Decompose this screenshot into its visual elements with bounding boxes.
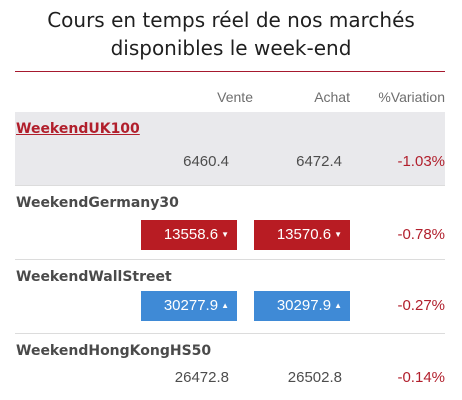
title-divider	[15, 71, 445, 72]
variation-value: -0.14%	[397, 369, 445, 386]
market-name: WeekendHongKongHS50	[16, 343, 212, 359]
sell-price[interactable]: 6460.4	[141, 147, 237, 177]
sell-price[interactable]: 26472.8	[141, 363, 237, 393]
market-row-germany30[interactable]: WeekendGermany30 13558.6 ▼ 13570.6 ▼ -0.78…	[15, 186, 445, 260]
title-line-1: Cours en temps réel de nos marchés	[47, 8, 415, 32]
market-name: WeekendGermany30	[16, 195, 179, 211]
arrow-down-icon: ▼	[221, 230, 229, 239]
sell-price-value: 13558.6	[163, 226, 219, 243]
column-header-sell: Vente	[217, 89, 253, 105]
arrow-down-icon: ▼	[334, 230, 342, 239]
variation-value: -0.27%	[397, 297, 445, 314]
sell-price-value: 6460.4	[183, 153, 229, 170]
variation-value: -0.78%	[397, 226, 445, 243]
buy-price-value: 26502.8	[287, 369, 342, 386]
sell-price-value: 26472.8	[174, 369, 229, 386]
market-row-wallstreet[interactable]: WeekendWallStreet 30277.9 ▲ 30297.9 ▲ -0.2…	[15, 260, 445, 334]
column-header-variation: %Variation	[378, 89, 445, 105]
buy-price-button[interactable]: 30297.9 ▲	[254, 291, 350, 321]
arrow-up-icon: ▲	[221, 301, 229, 310]
market-name-link[interactable]: WeekendUK100	[16, 121, 140, 137]
buy-price-button[interactable]: 13570.6 ▼	[254, 220, 350, 250]
market-row-uk100[interactable]: WeekendUK100 6460.4 6472.4 -1.03%	[15, 112, 445, 186]
sell-price-value: 30277.9	[163, 297, 219, 314]
widget-title: Cours en temps réel de nos marchés dispo…	[0, 0, 462, 62]
buy-price-value: 6472.4	[296, 153, 342, 170]
table-header: Vente Achat %Variation	[15, 80, 445, 112]
buy-price[interactable]: 6472.4	[254, 147, 350, 177]
market-name: WeekendWallStreet	[16, 269, 172, 285]
variation-value: -1.03%	[397, 153, 445, 170]
column-header-buy: Achat	[314, 89, 350, 105]
buy-price-value: 13570.6	[276, 226, 332, 243]
buy-price-value: 30297.9	[276, 297, 332, 314]
market-row-hongkonghs50[interactable]: WeekendHongKongHS50 26472.8 26502.8 -0.1…	[15, 334, 445, 400]
arrow-up-icon: ▲	[334, 301, 342, 310]
buy-price[interactable]: 26502.8	[254, 363, 350, 393]
title-line-2: disponibles le week-end	[110, 36, 352, 60]
sell-price-button[interactable]: 30277.9 ▲	[141, 291, 237, 321]
sell-price-button[interactable]: 13558.6 ▼	[141, 220, 237, 250]
